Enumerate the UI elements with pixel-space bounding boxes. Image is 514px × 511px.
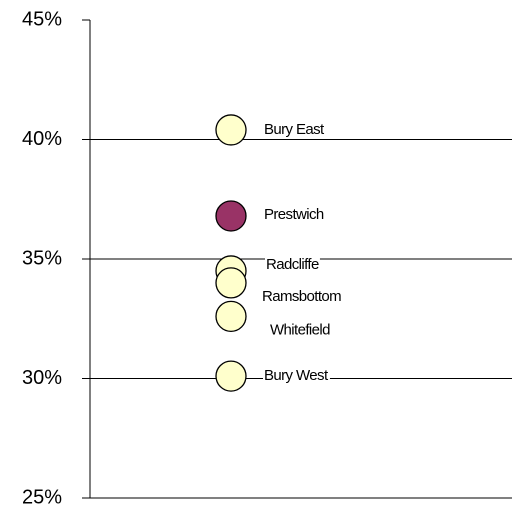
y-tick-label: 30% — [22, 367, 62, 389]
grid: 25% 30% 35% 40% 45% — [22, 8, 512, 508]
point-label: Ramsbottom — [262, 288, 341, 305]
label-bg — [263, 120, 327, 138]
point — [215, 300, 247, 333]
point — [215, 267, 247, 299]
point — [215, 360, 247, 392]
point — [215, 114, 247, 146]
label-bg — [263, 205, 325, 223]
y-tick-label: 40% — [22, 128, 62, 150]
label-bg — [261, 287, 343, 305]
point-label: Bury East — [264, 121, 325, 138]
point — [215, 200, 247, 232]
points: Bury East Prestwich Radcliffe Ramsbottom Whi… — [215, 114, 343, 392]
point-label: Prestwich — [264, 206, 324, 223]
point-label: Whitefield — [270, 321, 330, 338]
label-bg — [263, 367, 330, 385]
y-tick-label: 45% — [22, 8, 62, 30]
label-bg — [269, 321, 332, 339]
point-label: Bury West — [264, 367, 329, 384]
point-label: Radcliffe — [266, 256, 319, 273]
y-tick-label: 25% — [22, 486, 62, 508]
y-tick-label: 35% — [22, 247, 62, 269]
label-bg — [265, 255, 320, 273]
